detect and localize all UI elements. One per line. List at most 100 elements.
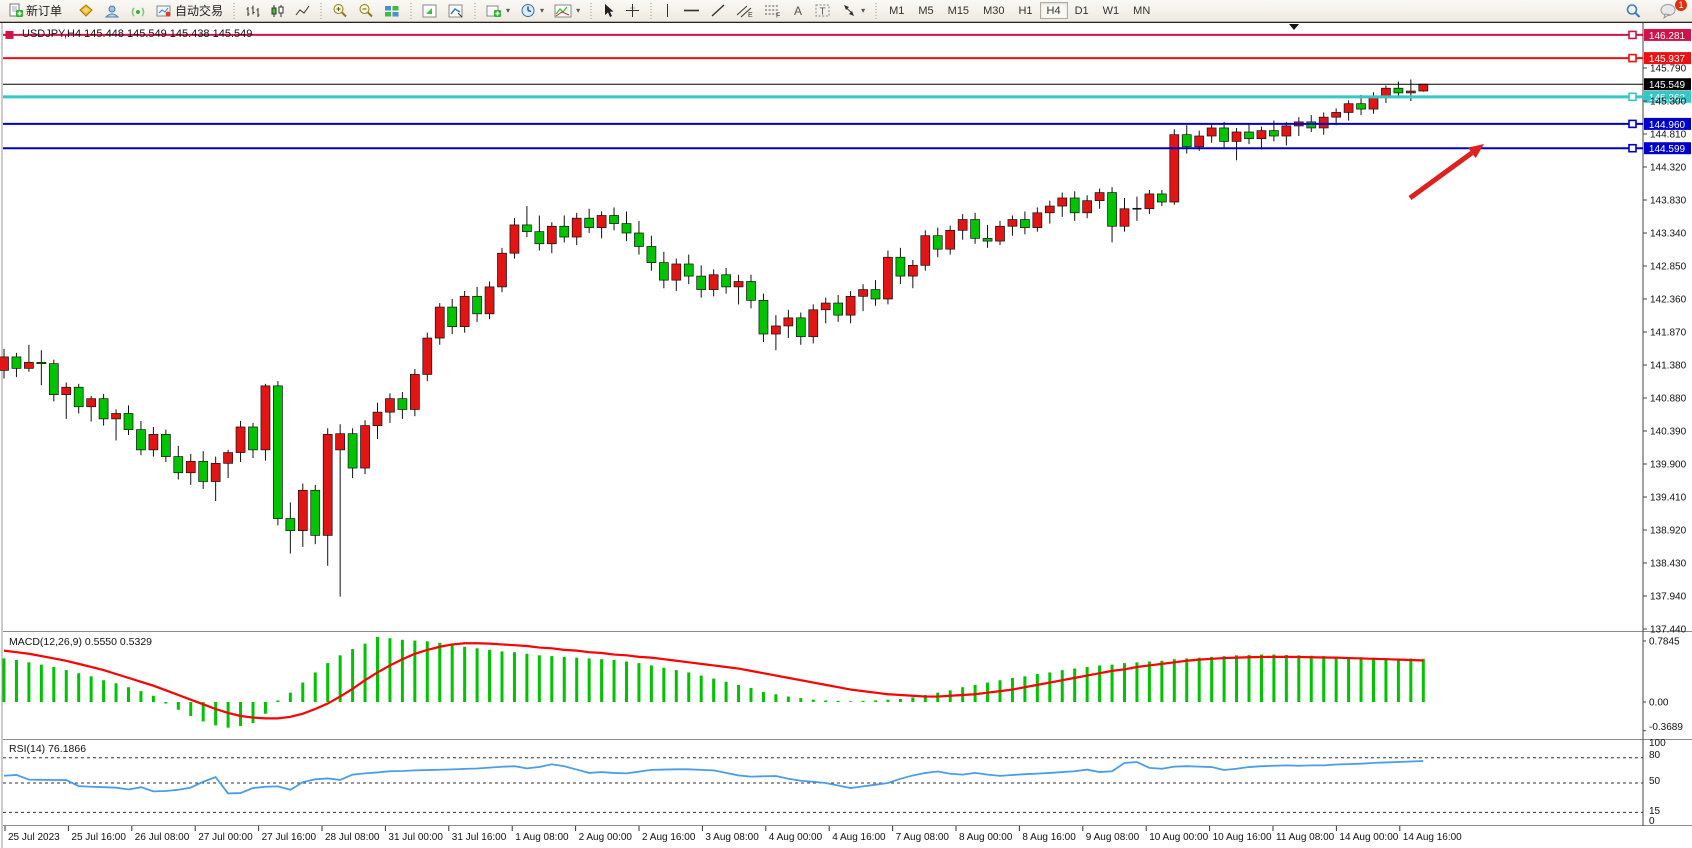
timeframe-switcher: M1 M5 M15 M30 H1 H4 D1 W1 MN bbox=[879, 0, 1160, 21]
chat-notifications-button[interactable]: 1 bbox=[1655, 0, 1687, 19]
toolbar-separator bbox=[875, 2, 878, 19]
chart-shift-marker[interactable] bbox=[1289, 24, 1299, 30]
time-tick-label: 8 Aug 00:00 bbox=[959, 832, 1013, 843]
bear-candle bbox=[472, 295, 482, 315]
fibonacci-button[interactable]: F bbox=[759, 2, 787, 19]
text-button[interactable]: A bbox=[787, 2, 810, 19]
timeframe-button-mn[interactable]: MN bbox=[1133, 4, 1151, 17]
search-button[interactable] bbox=[1620, 2, 1647, 19]
cursor-icon bbox=[602, 3, 615, 18]
cursor-button[interactable] bbox=[597, 2, 620, 19]
time-tick-label: 25 Jul 2023 bbox=[8, 832, 60, 843]
bull-candle bbox=[335, 433, 345, 451]
annotation-arrow-shaft[interactable] bbox=[1408, 150, 1474, 201]
price-line-badge-label: 145.549 bbox=[1649, 80, 1686, 91]
price-line-badge bbox=[1644, 52, 1691, 65]
tile-windows-button[interactable] bbox=[379, 2, 405, 19]
price-tick-label: 144.810 bbox=[1650, 130, 1687, 141]
bear-candle bbox=[932, 235, 943, 250]
periods-button[interactable]: ▾ bbox=[515, 2, 549, 19]
bull-candle bbox=[1007, 219, 1018, 227]
profiles-button[interactable] bbox=[99, 2, 125, 19]
time-tick-label: 25 Jul 16:00 bbox=[71, 832, 126, 843]
bull-candle bbox=[1119, 208, 1130, 227]
candlestick-button[interactable] bbox=[265, 2, 290, 19]
time-tick-label: 2 Aug 16:00 bbox=[642, 832, 696, 843]
bull-candle bbox=[1318, 116, 1329, 129]
bull-candle bbox=[1082, 200, 1093, 214]
bar-chart-button[interactable] bbox=[240, 2, 265, 19]
timeframe-button-d1[interactable]: D1 bbox=[1074, 4, 1089, 17]
trendline-button[interactable] bbox=[705, 2, 731, 19]
timeframe-button-w1[interactable]: W1 bbox=[1102, 4, 1120, 17]
bear-candle bbox=[36, 361, 47, 365]
price-tick-label: 142.850 bbox=[1650, 262, 1687, 273]
equidistant-channel-icon: E bbox=[736, 3, 754, 18]
time-tick-label: 14 Aug 00:00 bbox=[1339, 832, 1398, 843]
equidistant-channel-button[interactable]: E bbox=[731, 2, 759, 19]
arrow-objects-button[interactable]: ▾ bbox=[836, 2, 870, 19]
templates-icon bbox=[554, 4, 572, 18]
crosshair-button[interactable] bbox=[620, 2, 645, 19]
new-order-label: 新订单 bbox=[26, 4, 63, 18]
price-line-badge-label: 144.599 bbox=[1649, 144, 1686, 155]
time-tick-label: 11 Aug 08:00 bbox=[1276, 832, 1335, 843]
bear-candle bbox=[833, 302, 844, 316]
price-line-badge bbox=[1644, 78, 1691, 91]
new-chart-button[interactable]: ▾ bbox=[481, 2, 515, 19]
zoom-in-button[interactable] bbox=[327, 2, 353, 19]
price-tick-label: 140.880 bbox=[1650, 394, 1687, 405]
line-handle[interactable] bbox=[1628, 53, 1637, 63]
fibonacci-icon: F bbox=[764, 3, 782, 18]
price-line-badge-label: 146.281 bbox=[1649, 31, 1686, 42]
autotrading-icon bbox=[156, 4, 172, 18]
indicators-button[interactable] bbox=[417, 2, 443, 19]
timeframe-button-m15[interactable]: M15 bbox=[947, 4, 970, 17]
timeframe-button-h4[interactable]: H4 bbox=[1039, 2, 1068, 19]
trendline-icon bbox=[710, 3, 726, 18]
line-handle[interactable] bbox=[1628, 30, 1637, 40]
line-handle[interactable] bbox=[1628, 119, 1637, 129]
timeframe-button-h1[interactable]: H1 bbox=[1018, 4, 1033, 17]
bull-candle bbox=[671, 263, 682, 281]
toolbar-separator bbox=[410, 2, 413, 19]
price-tick-label: 143.340 bbox=[1650, 229, 1687, 240]
bull-candle bbox=[596, 215, 607, 228]
autotrading-button[interactable]: 自动交易 bbox=[151, 2, 228, 19]
macd-signal-line bbox=[3, 642, 1424, 720]
bull-candle bbox=[1405, 90, 1416, 94]
horizontal-line-button[interactable] bbox=[678, 2, 705, 19]
time-tick-label: 2 Aug 00:00 bbox=[579, 832, 633, 843]
bull-candle bbox=[410, 374, 420, 410]
bull-candle bbox=[546, 225, 557, 245]
time-tick-label: 4 Aug 16:00 bbox=[832, 832, 886, 843]
timeframe-button-m5[interactable]: M5 bbox=[918, 4, 934, 17]
price-tick-label: 137.940 bbox=[1650, 592, 1687, 603]
vertical-line-button[interactable] bbox=[657, 2, 678, 19]
market-watch-button[interactable] bbox=[73, 2, 99, 19]
text-label-button[interactable]: T bbox=[810, 2, 836, 19]
bull-candle bbox=[1206, 127, 1217, 137]
bull-candle bbox=[185, 460, 196, 474]
timeframe-button-m30[interactable]: M30 bbox=[983, 4, 1005, 17]
macd-tick-label: 0.7845 bbox=[1649, 636, 1680, 647]
objects-list-button[interactable] bbox=[443, 2, 469, 19]
bull-candle bbox=[883, 256, 893, 300]
new-order-icon bbox=[8, 3, 23, 18]
bear-candle bbox=[870, 289, 881, 300]
price-tick-label: 138.430 bbox=[1650, 559, 1687, 570]
line-handle[interactable] bbox=[5, 30, 14, 39]
price-tick-label: 140.390 bbox=[1650, 427, 1687, 438]
line-chart-button[interactable] bbox=[290, 2, 315, 19]
annotation-arrow-head[interactable] bbox=[1468, 144, 1484, 159]
new-order-button[interactable]: 新订单 bbox=[3, 2, 67, 19]
signals-button[interactable] bbox=[125, 2, 151, 19]
line-handle[interactable] bbox=[1628, 143, 1637, 153]
notification-badge: 1 bbox=[1675, 0, 1687, 11]
timeframe-button-m1[interactable]: M1 bbox=[889, 4, 905, 17]
zoom-out-button[interactable] bbox=[353, 2, 379, 19]
line-handle[interactable] bbox=[1628, 92, 1637, 102]
templates-button[interactable]: ▾ bbox=[549, 2, 585, 19]
